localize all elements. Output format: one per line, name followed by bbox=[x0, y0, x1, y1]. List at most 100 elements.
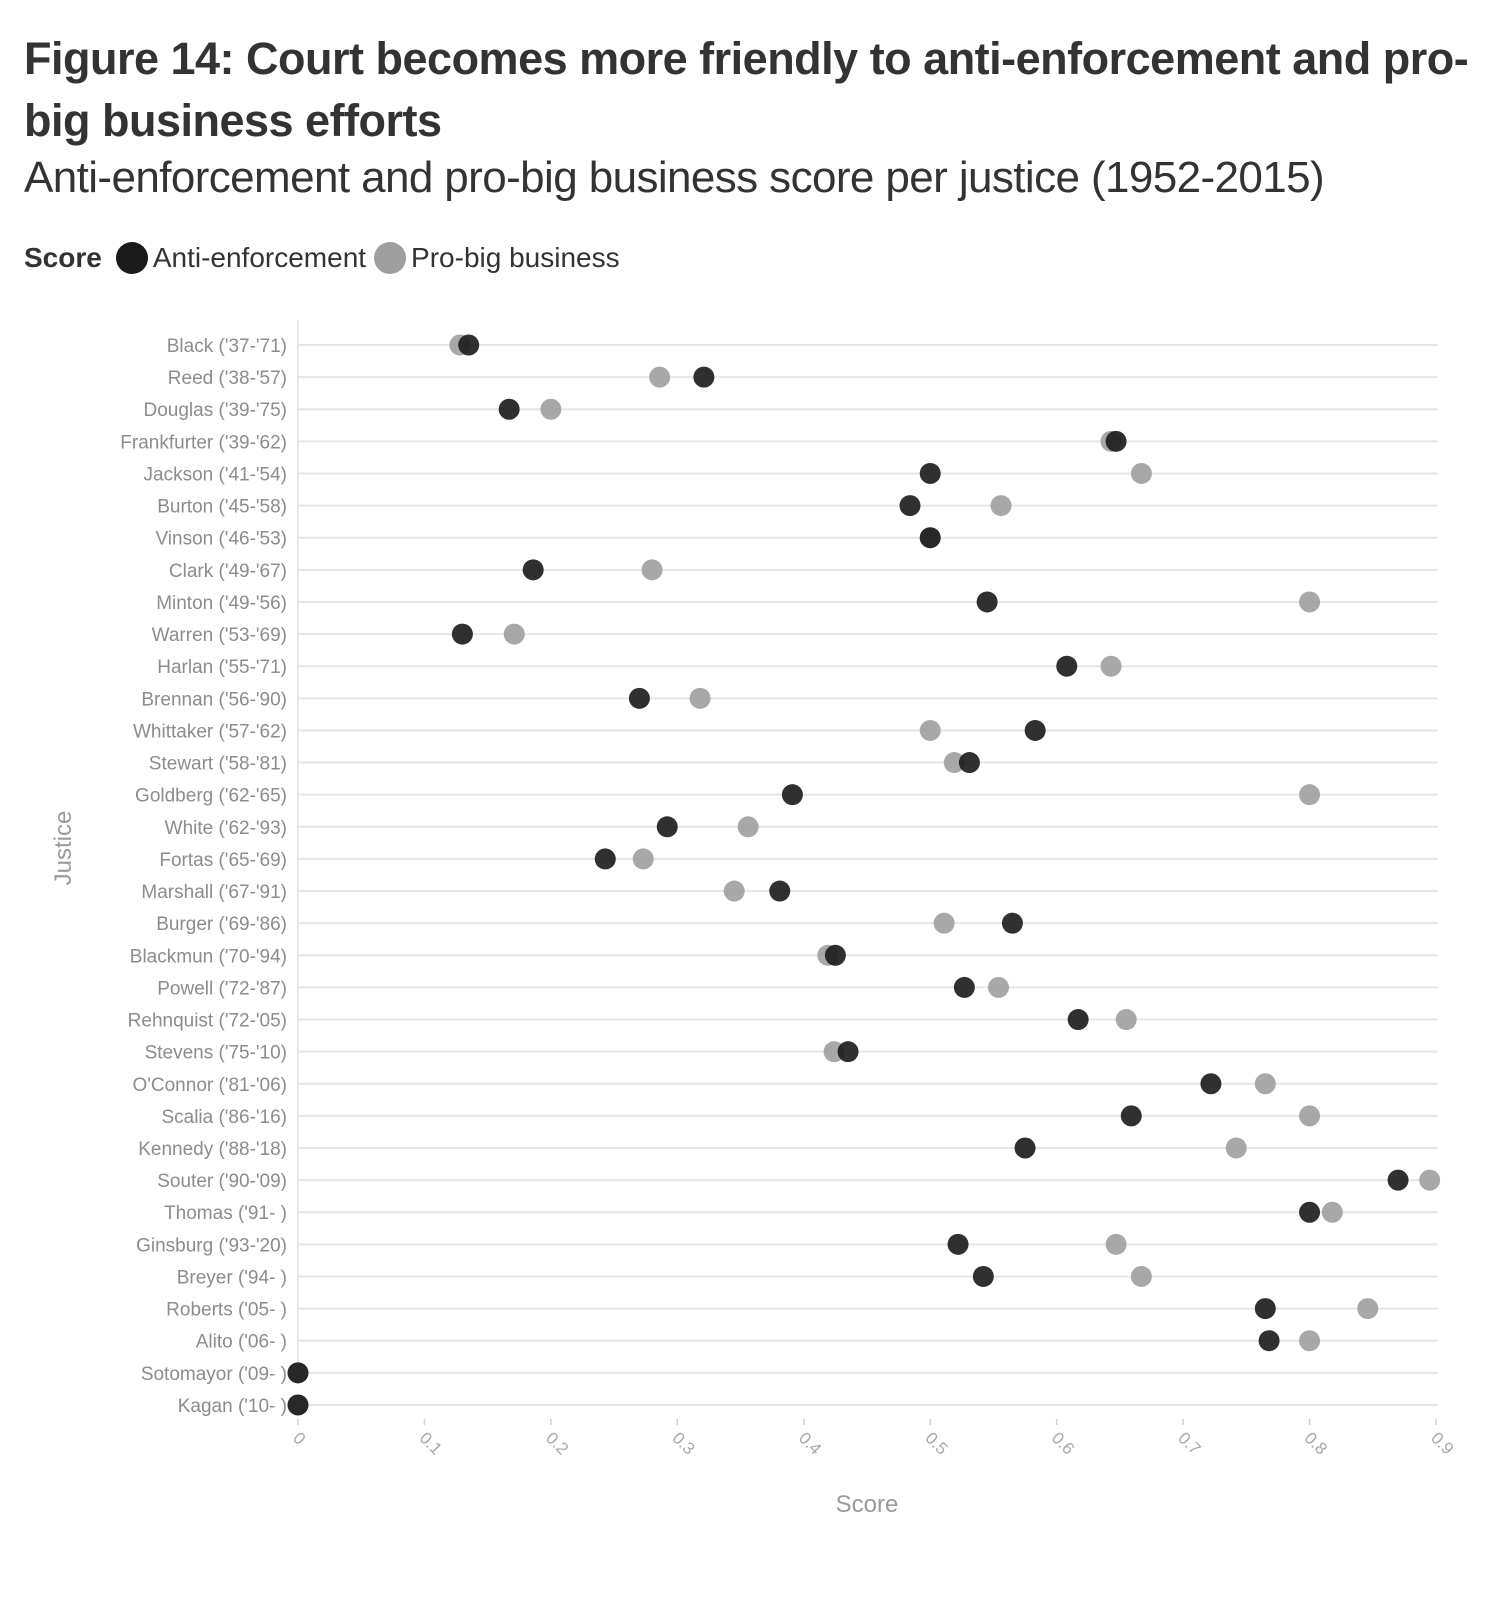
point-pro-big-business[interactable] bbox=[723, 880, 745, 902]
point-pro-big-business[interactable] bbox=[933, 912, 955, 934]
y-tick-label: Warren ('53-'69) bbox=[152, 625, 287, 646]
y-tick-label: Whittaker ('57-'62) bbox=[133, 721, 287, 742]
point-anti-enforcement[interactable] bbox=[451, 623, 473, 645]
point-pro-big-business[interactable] bbox=[1299, 1330, 1321, 1352]
point-pro-big-business[interactable] bbox=[1254, 1073, 1276, 1095]
x-tick-label: 0 bbox=[289, 1428, 309, 1448]
point-pro-big-business[interactable] bbox=[919, 719, 941, 741]
point-pro-big-business[interactable] bbox=[737, 816, 759, 838]
y-tick-label: Alito ('06- ) bbox=[196, 1332, 287, 1353]
point-pro-big-business[interactable] bbox=[1100, 655, 1122, 677]
y-tick-label: Douglas ('39-'75) bbox=[144, 400, 288, 421]
point-pro-big-business[interactable] bbox=[988, 976, 1010, 998]
point-anti-enforcement[interactable] bbox=[947, 1233, 969, 1255]
point-anti-enforcement[interactable] bbox=[287, 1394, 309, 1416]
point-anti-enforcement[interactable] bbox=[1105, 430, 1127, 452]
x-tick-label: 0.8 bbox=[1301, 1428, 1331, 1458]
y-tick-label: Goldberg ('62-'65) bbox=[135, 786, 287, 807]
point-anti-enforcement[interactable] bbox=[1120, 1105, 1142, 1127]
y-tick-label: Burger ('69-'86) bbox=[156, 914, 287, 935]
y-tick-label: Reed ('38-'57) bbox=[168, 368, 287, 389]
point-anti-enforcement[interactable] bbox=[287, 1362, 309, 1384]
point-pro-big-business[interactable] bbox=[1105, 1233, 1127, 1255]
point-anti-enforcement[interactable] bbox=[769, 880, 791, 902]
point-anti-enforcement[interactable] bbox=[458, 334, 480, 356]
point-pro-big-business[interactable] bbox=[1115, 1009, 1137, 1031]
point-anti-enforcement[interactable] bbox=[1299, 1201, 1321, 1223]
point-pro-big-business[interactable] bbox=[1299, 1105, 1321, 1127]
point-anti-enforcement[interactable] bbox=[628, 687, 650, 709]
point-pro-big-business[interactable] bbox=[641, 559, 663, 581]
point-pro-big-business[interactable] bbox=[1299, 591, 1321, 613]
point-pro-big-business[interactable] bbox=[689, 687, 711, 709]
point-anti-enforcement[interactable] bbox=[919, 527, 941, 549]
legend-swatch-anti-enforcement bbox=[115, 242, 148, 274]
point-pro-big-business[interactable] bbox=[1225, 1137, 1247, 1159]
point-anti-enforcement[interactable] bbox=[1056, 655, 1078, 677]
x-tick-label: 0.9 bbox=[1427, 1428, 1457, 1458]
point-anti-enforcement[interactable] bbox=[976, 591, 998, 613]
point-pro-big-business[interactable] bbox=[1130, 1265, 1152, 1287]
point-pro-big-business[interactable] bbox=[1321, 1201, 1343, 1223]
point-anti-enforcement[interactable] bbox=[919, 462, 941, 484]
x-tick-label: 0.6 bbox=[1048, 1428, 1078, 1458]
legend-item-anti-enforcement[interactable]: Anti-enforcement bbox=[115, 242, 367, 274]
y-tick-label: Roberts ('05- ) bbox=[166, 1300, 287, 1321]
y-tick-label: Frankfurter ('39-'62) bbox=[120, 432, 287, 453]
y-tick-label: Jackson ('41-'54) bbox=[144, 464, 287, 485]
x-tick-label: 0.5 bbox=[921, 1428, 951, 1458]
y-tick-label: Powell ('72-'87) bbox=[157, 978, 287, 999]
point-anti-enforcement[interactable] bbox=[594, 848, 616, 870]
point-anti-enforcement[interactable] bbox=[656, 816, 678, 838]
legend-label-anti-enforcement: Anti-enforcement bbox=[152, 242, 367, 273]
y-tick-label: Blackmun ('70-'94) bbox=[130, 946, 287, 967]
y-tick-label: Rehnquist ('72-'05) bbox=[128, 1011, 287, 1032]
y-tick-label: Thomas ('91- ) bbox=[164, 1203, 287, 1224]
point-pro-big-business[interactable] bbox=[1130, 462, 1152, 484]
point-anti-enforcement[interactable] bbox=[1067, 1009, 1089, 1031]
point-anti-enforcement[interactable] bbox=[958, 752, 980, 774]
y-tick-label: Clark ('49-'67) bbox=[169, 561, 287, 582]
y-tick-label: Minton ('49-'56) bbox=[156, 593, 287, 614]
point-pro-big-business[interactable] bbox=[1299, 784, 1321, 806]
point-anti-enforcement[interactable] bbox=[693, 366, 715, 388]
point-anti-enforcement[interactable] bbox=[1001, 912, 1023, 934]
x-axis-ticks: 0 0.1 0.2 0.3 0.4 0.5 0.6 0.7 0.8 0.9 bbox=[289, 1418, 1457, 1459]
point-anti-enforcement[interactable] bbox=[1387, 1169, 1409, 1191]
point-anti-enforcement[interactable] bbox=[1200, 1073, 1222, 1095]
y-tick-label: Fortas ('65-'69) bbox=[159, 850, 287, 871]
point-anti-enforcement[interactable] bbox=[781, 784, 803, 806]
point-pro-big-business[interactable] bbox=[540, 398, 562, 420]
point-pro-big-business[interactable] bbox=[943, 752, 965, 774]
point-pro-big-business[interactable] bbox=[1419, 1169, 1441, 1191]
y-tick-label: Burton ('45-'58) bbox=[157, 497, 287, 518]
point-anti-enforcement[interactable] bbox=[899, 495, 921, 517]
x-tick-label: 0.2 bbox=[542, 1428, 572, 1458]
point-anti-enforcement[interactable] bbox=[1258, 1330, 1280, 1352]
y-tick-label: Sotomayor ('09- ) bbox=[141, 1364, 287, 1385]
y-tick-label: Vinson ('46-'53) bbox=[155, 529, 287, 550]
point-anti-enforcement[interactable] bbox=[498, 398, 520, 420]
point-anti-enforcement[interactable] bbox=[972, 1265, 994, 1287]
point-pro-big-business[interactable] bbox=[1357, 1298, 1379, 1320]
y-tick-label: Scalia ('86-'16) bbox=[161, 1107, 287, 1128]
y-axis-title: Justice bbox=[50, 811, 77, 886]
y-tick-label: Souter ('90-'09) bbox=[157, 1171, 287, 1192]
point-anti-enforcement[interactable] bbox=[522, 559, 544, 581]
y-tick-label: Black ('37-'71) bbox=[167, 336, 287, 357]
point-pro-big-business[interactable] bbox=[649, 366, 671, 388]
point-pro-big-business[interactable] bbox=[990, 495, 1012, 517]
chart-title: Figure 14: Court becomes more friendly t… bbox=[24, 33, 1469, 146]
legend: Score Anti-enforcement Pro-big business bbox=[24, 238, 628, 278]
point-anti-enforcement[interactable] bbox=[1024, 719, 1046, 741]
y-tick-label: O'Connor ('81-'06) bbox=[132, 1075, 287, 1096]
point-anti-enforcement[interactable] bbox=[1014, 1137, 1036, 1159]
point-anti-enforcement[interactable] bbox=[953, 976, 975, 998]
point-anti-enforcement[interactable] bbox=[837, 1041, 859, 1063]
point-pro-big-business[interactable] bbox=[503, 623, 525, 645]
point-pro-big-business[interactable] bbox=[632, 848, 654, 870]
legend-item-pro-big-business[interactable]: Pro-big business bbox=[374, 242, 620, 274]
point-anti-enforcement[interactable] bbox=[1254, 1298, 1276, 1320]
point-anti-enforcement[interactable] bbox=[824, 944, 846, 966]
